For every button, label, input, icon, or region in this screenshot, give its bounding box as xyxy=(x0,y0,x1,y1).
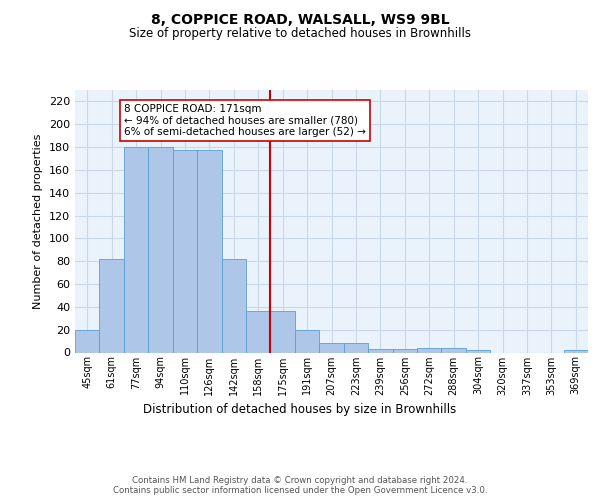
Bar xyxy=(246,312,271,352)
Bar xyxy=(100,259,124,352)
Text: Distribution of detached houses by size in Brownhills: Distribution of detached houses by size … xyxy=(143,402,457,415)
Bar xyxy=(417,348,442,352)
Bar xyxy=(466,350,490,352)
Bar xyxy=(368,349,392,352)
Bar xyxy=(197,150,221,352)
Bar xyxy=(392,349,417,352)
Bar xyxy=(148,147,173,352)
Text: 8, COPPICE ROAD, WALSALL, WS9 9BL: 8, COPPICE ROAD, WALSALL, WS9 9BL xyxy=(151,12,449,26)
Bar xyxy=(319,344,344,352)
Bar xyxy=(295,330,319,352)
Text: Size of property relative to detached houses in Brownhills: Size of property relative to detached ho… xyxy=(129,28,471,40)
Text: 8 COPPICE ROAD: 171sqm
← 94% of detached houses are smaller (780)
6% of semi-det: 8 COPPICE ROAD: 171sqm ← 94% of detached… xyxy=(124,104,366,137)
Bar xyxy=(271,312,295,352)
Y-axis label: Number of detached properties: Number of detached properties xyxy=(34,134,43,309)
Bar xyxy=(221,259,246,352)
Bar xyxy=(442,348,466,352)
Bar xyxy=(173,150,197,352)
Bar xyxy=(75,330,100,352)
Bar xyxy=(124,147,148,352)
Text: Contains HM Land Registry data © Crown copyright and database right 2024.
Contai: Contains HM Land Registry data © Crown c… xyxy=(113,476,487,495)
Bar xyxy=(344,344,368,352)
Bar xyxy=(563,350,588,352)
